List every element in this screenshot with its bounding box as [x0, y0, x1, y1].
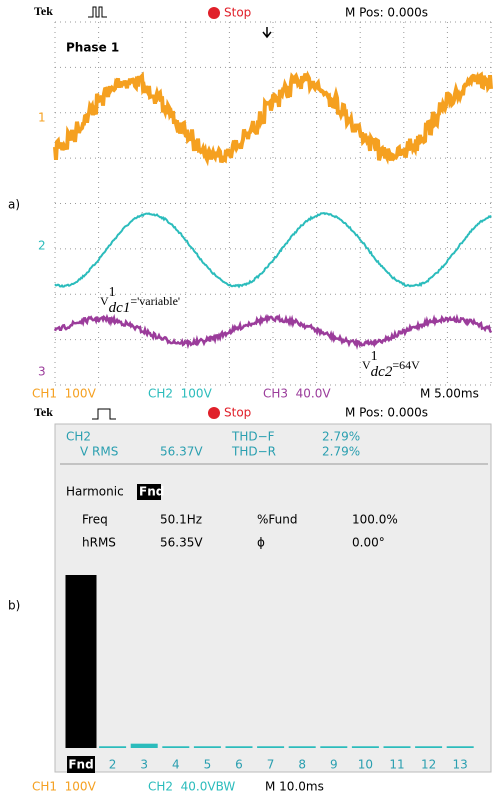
grid	[55, 22, 491, 385]
waveform	[55, 213, 491, 287]
harmonic-label: 9	[330, 758, 338, 772]
harmonic-label: 7	[267, 758, 275, 772]
harmonic-label: 10	[358, 758, 373, 772]
readout: 2.79%	[322, 445, 360, 459]
stop-icon	[208, 7, 220, 19]
bar	[131, 744, 158, 748]
readout: Freq	[82, 513, 108, 527]
annotation-sub: dc1	[109, 300, 131, 316]
trigger-icon	[92, 409, 116, 419]
trigger-icon	[88, 7, 107, 17]
readout: ϕ	[257, 536, 265, 550]
readout: 56.35V	[160, 536, 203, 550]
readout: 2.79%	[322, 430, 360, 444]
brand: Tek	[34, 405, 53, 419]
harmonic-label: 8	[298, 758, 306, 772]
bar	[289, 746, 316, 748]
bar	[162, 746, 189, 748]
annotation-sub: dc2	[371, 364, 393, 380]
channel-marker: 3	[38, 365, 46, 379]
channel-marker: 2	[38, 239, 46, 253]
harmonic-label: 13	[453, 758, 468, 772]
readout: Fnd	[139, 485, 164, 499]
position: M Pos: 0.000s	[345, 6, 428, 20]
annotation-sup: 1	[109, 285, 116, 300]
footer-text: CH3 40.0V	[263, 387, 331, 401]
harmonic-label: Fnd	[68, 758, 93, 772]
readout: CH2	[66, 430, 91, 444]
panel-label: b)	[8, 599, 20, 613]
readout: 100.0%	[352, 513, 398, 527]
harmonic-label: 5	[204, 758, 212, 772]
brand: Tek	[34, 4, 53, 18]
figure: a) Tek Stop M Pos: 0.000s Phase 1 1 2 3 …	[0, 0, 493, 802]
annotation-sup: 1	[371, 349, 378, 364]
screen	[55, 424, 491, 772]
bar	[415, 746, 442, 748]
annotation-base: V	[362, 358, 371, 372]
harmonic-label: 3	[140, 758, 148, 772]
readout: Harmonic	[66, 485, 124, 499]
readout: THD−R	[231, 445, 276, 459]
bar	[352, 746, 379, 748]
annotation-rest: ='variable'	[130, 294, 180, 308]
footer-text: CH2 40.0VBW	[148, 780, 235, 794]
annotation-base: V	[100, 294, 109, 308]
bar	[320, 746, 347, 748]
footer-text: CH1 100V	[32, 387, 97, 401]
bar	[384, 746, 411, 748]
bar	[99, 746, 126, 748]
bar	[194, 746, 221, 748]
readout: V RMS	[80, 445, 118, 459]
footer-text: M 10.0ms	[265, 780, 324, 794]
annotation-rest: =64V	[392, 358, 420, 372]
footer-text: CH2 100V	[148, 387, 213, 401]
status: Stop	[224, 406, 251, 420]
waveform	[55, 317, 491, 346]
status: Stop	[224, 6, 251, 20]
bar	[257, 746, 284, 748]
readout: 50.1Hz	[160, 513, 202, 527]
panel-label: a)	[8, 198, 20, 212]
readout: 56.37V	[160, 445, 203, 459]
harmonic-label: 12	[421, 758, 436, 772]
bar	[66, 575, 97, 748]
channel-title: Phase 1	[66, 41, 119, 55]
readout: hRMS	[82, 536, 116, 550]
bar	[447, 746, 474, 748]
readout: 0.00°	[352, 536, 385, 550]
harmonic-label: 6	[235, 758, 243, 772]
footer-text: M 5.00ms	[420, 387, 479, 401]
harmonic-label: 4	[172, 758, 180, 772]
channel-marker: 1	[38, 111, 46, 125]
stop-icon	[208, 407, 220, 419]
bar	[226, 746, 253, 748]
footer-text: CH1 100V	[32, 780, 97, 794]
readout: THD−F	[231, 430, 275, 444]
harmonic-label: 11	[389, 758, 404, 772]
position: M Pos: 0.000s	[345, 406, 428, 420]
readout: %Fund	[257, 513, 297, 527]
harmonic-label: 2	[109, 758, 117, 772]
trigger-arrow	[263, 27, 271, 37]
